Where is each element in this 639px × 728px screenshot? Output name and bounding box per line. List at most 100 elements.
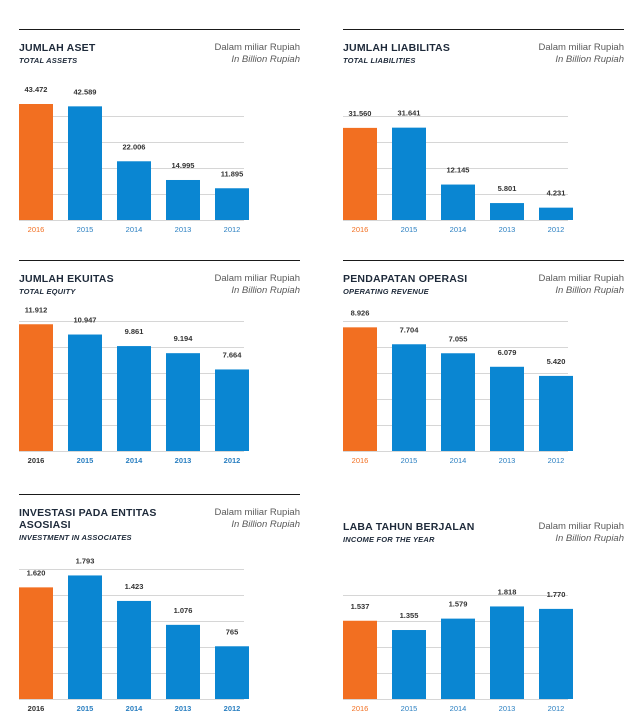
unit-label: Dalam miliar Rupiah: [538, 521, 624, 532]
unit-label: Dalam miliar Rupiah: [214, 507, 300, 518]
top-rule: [19, 494, 300, 495]
bar-chart-total-assets: 43.472 2016 42.589 2015 22.006 2014 14.995 2013…: [19, 85, 249, 234]
bar-2012: [215, 188, 249, 220]
x-tick-label-2016: 2016: [28, 225, 45, 234]
unit-label-en: In Billion Rupiah: [555, 54, 624, 65]
bar-2015: [392, 127, 426, 220]
value-label-2013: 6.079: [498, 348, 517, 357]
value-label-2015: 1.355: [400, 611, 419, 620]
bar-2014: [117, 161, 151, 220]
bar-chart-operating-revenue: 8.926 2016 7.704 2015 7.055 2014 6.079 2013 5.42…: [343, 308, 573, 465]
x-tick-label-2014: 2014: [450, 456, 467, 465]
unit-label-en: In Billion Rupiah: [231, 285, 300, 296]
bar-2012: [539, 608, 573, 699]
bar-2015: [68, 106, 102, 220]
value-label-2013: 5.801: [498, 184, 517, 193]
x-tick-label-2015: 2015: [77, 456, 94, 465]
chart-title: JUMLAH ASET: [19, 42, 96, 54]
chart-subtitle: TOTAL EQUITY: [19, 287, 76, 296]
bar-2013: [166, 179, 200, 220]
x-tick-label-2014: 2014: [126, 456, 144, 465]
chart-subtitle: INCOME FOR THE YEAR: [343, 535, 435, 544]
bar-2013: [490, 606, 524, 699]
x-tick-label-2015: 2015: [401, 704, 418, 713]
bar-2016: [19, 104, 53, 220]
bar-2015: [392, 344, 426, 451]
bar-2015: [68, 334, 102, 451]
bar-2013: [490, 366, 524, 451]
chart-title: PENDAPATAN OPERASI: [343, 273, 468, 285]
chart-panel-income-for-the-year: LABA TAHUN BERJALAN INCOME FOR THE YEAR …: [343, 494, 624, 724]
value-label-2015: 1.793: [76, 556, 95, 565]
x-tick-label-2015: 2015: [401, 225, 418, 234]
x-tick-label-2016: 2016: [352, 225, 369, 234]
x-tick-label-2013: 2013: [499, 456, 516, 465]
value-label-2014: 12.145: [447, 166, 470, 175]
x-tick-label-2016: 2016: [352, 704, 369, 713]
bar-2012: [215, 646, 249, 699]
chart-subtitle: INVESTMENT IN ASSOCIATES: [19, 533, 132, 542]
x-tick-label-2012: 2012: [548, 225, 565, 234]
bar-2014: [441, 184, 475, 220]
bar-2016: [19, 587, 53, 699]
chart-title: JUMLAH LIABILITAS: [343, 42, 451, 54]
x-tick-label-2014: 2014: [450, 225, 467, 234]
bar-2016: [343, 327, 377, 451]
chart-title: INVESTASI PADA ENTITAS ASOSIASI: [19, 507, 157, 531]
x-tick-label-2016: 2016: [352, 456, 369, 465]
value-label-2012: 5.420: [547, 357, 566, 366]
value-label-2014: 7.055: [449, 334, 468, 343]
value-label-2013: 9.194: [174, 334, 194, 343]
bar-2014: [441, 618, 475, 699]
x-tick-label-2015: 2015: [401, 456, 418, 465]
value-label-2016: 11.912: [25, 305, 48, 314]
unit-label-en: In Billion Rupiah: [231, 519, 300, 530]
bar-2014: [117, 346, 151, 451]
chart-panel-investment-in-associates: INVESTASI PADA ENTITAS ASOSIASI INVESTME…: [19, 494, 300, 724]
value-label-2013: 1.818: [498, 587, 517, 596]
chart-title: JUMLAH EKUITAS: [19, 273, 114, 285]
top-rule: [19, 260, 300, 261]
bar-chart-income-for-the-year: 1.537 2016 1.355 2015 1.579 2014 1.818 2013 1.77…: [343, 587, 573, 713]
chart-panel-total-equity: JUMLAH EKUITAS TOTAL EQUITY Dalam miliar…: [19, 260, 300, 470]
value-label-2015: 31.641: [398, 109, 421, 118]
value-label-2012: 1.770: [547, 590, 566, 599]
bar-2013: [166, 624, 200, 699]
x-tick-label-2012: 2012: [548, 704, 565, 713]
chart-panel-operating-revenue: PENDAPATAN OPERASI OPERATING REVENUE Dal…: [343, 260, 624, 470]
unit-label-en: In Billion Rupiah: [555, 285, 624, 296]
chart-subtitle: TOTAL ASSETS: [19, 56, 78, 65]
x-tick-label-2014: 2014: [450, 704, 467, 713]
bar-2012: [215, 369, 249, 451]
bar-chart-investment-in-associates: 1.620 2016 1.793 2015 1.423 2014 1.076 2013 765 2…: [19, 556, 249, 713]
x-tick-label-2014: 2014: [126, 225, 143, 234]
x-tick-label-2012: 2012: [224, 704, 241, 713]
x-tick-label-2013: 2013: [499, 704, 516, 713]
unit-label: Dalam miliar Rupiah: [538, 42, 624, 53]
bar-2016: [19, 324, 53, 451]
bar-2016: [343, 620, 377, 699]
value-label-2016: 43.472: [25, 85, 48, 94]
bar-2016: [343, 127, 377, 220]
bar-chart-total-liabilities: 31.560 2016 31.641 2015 12.145 2014 5.801 2013 4…: [343, 109, 573, 234]
x-tick-label-2016: 2016: [28, 456, 45, 465]
value-label-2014: 1.579: [449, 600, 468, 609]
value-label-2016: 8.926: [351, 308, 370, 317]
chart-title: LABA TAHUN BERJALAN: [343, 521, 475, 533]
bar-chart-total-equity: 11.912 2016 10.947 2015 9.861 2014 9.194 2013 7.…: [19, 305, 249, 465]
unit-label: Dalam miliar Rupiah: [214, 273, 300, 284]
value-label-2012: 765: [226, 627, 239, 636]
value-label-2015: 7.704: [400, 325, 420, 334]
bar-2013: [490, 203, 524, 220]
x-tick-label-2015: 2015: [77, 704, 94, 713]
bar-2012: [539, 207, 573, 220]
bar-2014: [441, 353, 475, 451]
x-tick-label-2013: 2013: [175, 225, 192, 234]
chart-panel-total-assets: JUMLAH ASET TOTAL ASSETS Dalam miliar Ru…: [19, 29, 300, 239]
value-label-2014: 1.423: [125, 582, 144, 591]
value-label-2012: 11.895: [221, 169, 244, 178]
chart-subtitle: TOTAL LIABILITIES: [343, 56, 416, 65]
bar-2014: [117, 600, 151, 699]
value-label-2012: 4.231: [547, 189, 566, 198]
value-label-2015: 10.947: [74, 316, 97, 325]
